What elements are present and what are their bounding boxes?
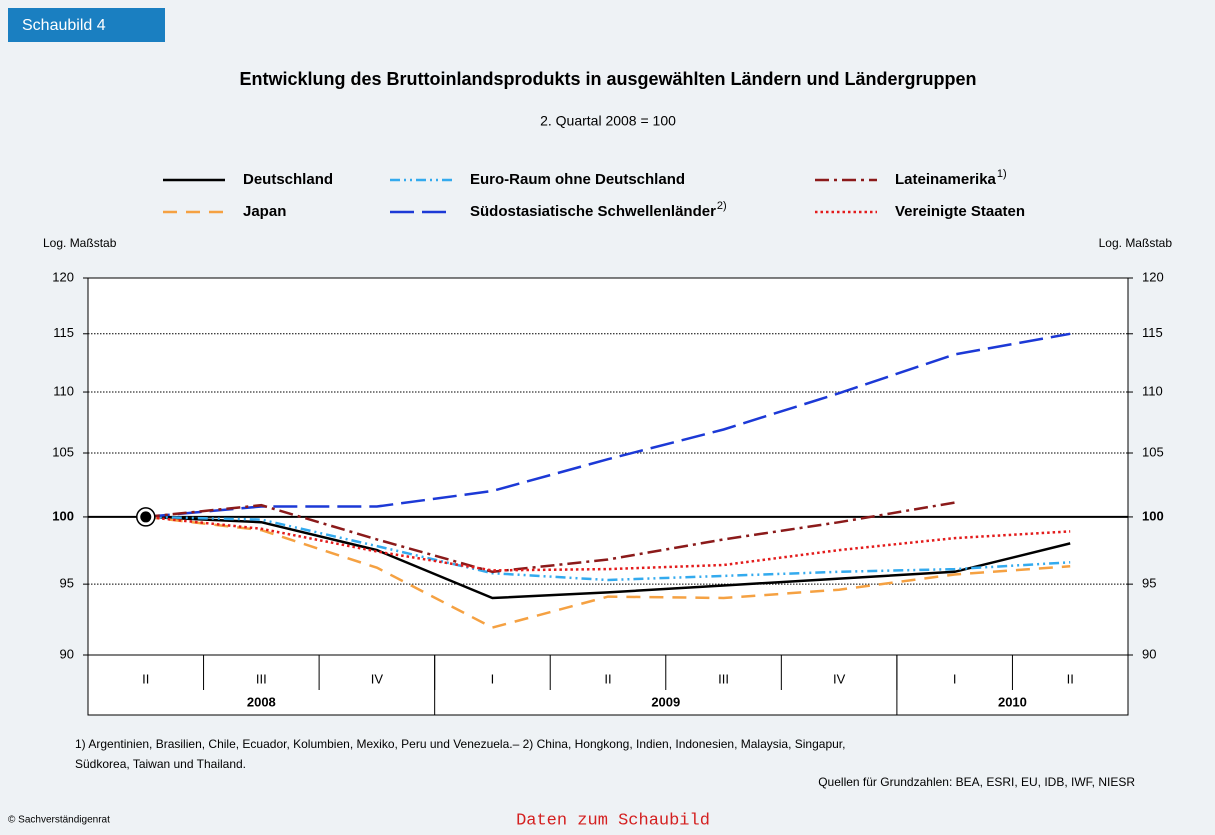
chart-subtitle: 2. Quartal 2008 = 100: [540, 113, 676, 129]
year-label: 2009: [651, 694, 680, 709]
year-label: 2008: [247, 694, 276, 709]
y2-tick-label: 105: [1142, 444, 1164, 459]
y-tick-label: 100: [52, 508, 74, 523]
source: Quellen für Grundzahlen: BEA, ESRI, EU, …: [818, 775, 1135, 789]
x-tick-label: IV: [371, 671, 384, 686]
series-line: [145, 515, 1071, 572]
data-link[interactable]: Daten zum Schaubild: [516, 811, 710, 830]
legend-label: Vereinigte Staaten: [895, 203, 1025, 220]
y-tick-label: 105: [52, 444, 74, 459]
series-line: [145, 332, 1071, 519]
legend-label: Deutschland: [243, 171, 333, 188]
legend-label: Euro-Raum ohne Deutschland: [470, 171, 685, 188]
y-tick-label: 120: [52, 269, 74, 284]
x-tick-label: I: [491, 671, 495, 686]
y2-axis-note: Log. Maßstab: [1099, 236, 1173, 250]
series-line: [145, 515, 1071, 600]
series-line: [145, 515, 1071, 582]
legend-label: Südostasiatische Schwellenländer: [470, 203, 716, 220]
x-tick-label: III: [718, 671, 729, 686]
y-tick-label: 90: [60, 646, 74, 661]
chart-title: Entwicklung des Bruttoinlandsprodukts in…: [239, 69, 976, 89]
year-label: 2010: [998, 694, 1027, 709]
y-tick-label: 95: [60, 576, 74, 591]
footnote: 1) Argentinien, Brasilien, Chile, Ecuado…: [75, 737, 845, 751]
legend-label: Lateinamerika: [895, 171, 997, 188]
x-tick-label: III: [256, 671, 267, 686]
series-line: [145, 501, 955, 574]
y2-tick-label: 115: [1142, 325, 1163, 340]
y2-tick-label: 120: [1142, 269, 1164, 284]
y-tick-label: 115: [53, 325, 74, 340]
x-tick-label: II: [604, 671, 611, 686]
x-tick-label: IV: [833, 671, 846, 686]
y-axis-note: Log. Maßstab: [43, 236, 117, 250]
legend-label: Japan: [243, 203, 286, 220]
x-tick-label: II: [142, 671, 149, 686]
tab-label: Schaubild 4: [22, 17, 106, 34]
legend-footnote: 2): [717, 200, 727, 212]
plot-frame: [87, 277, 1129, 716]
y2-tick-label: 110: [1142, 383, 1163, 398]
footnote: Südkorea, Taiwan und Thailand.: [75, 757, 246, 771]
tab: [8, 8, 165, 42]
y-tick-label: 110: [53, 383, 74, 398]
series-line: [145, 515, 1071, 629]
y2-tick-label: 100: [1142, 508, 1164, 523]
y2-tick-label: 95: [1142, 576, 1156, 591]
x-tick-label: I: [953, 671, 957, 686]
copyright: © Sachverständigenrat: [8, 815, 110, 826]
y2-tick-label: 90: [1142, 646, 1156, 661]
x-tick-label: II: [1067, 671, 1074, 686]
legend-footnote: 1): [997, 168, 1007, 180]
base-marker-dot: [140, 511, 152, 523]
